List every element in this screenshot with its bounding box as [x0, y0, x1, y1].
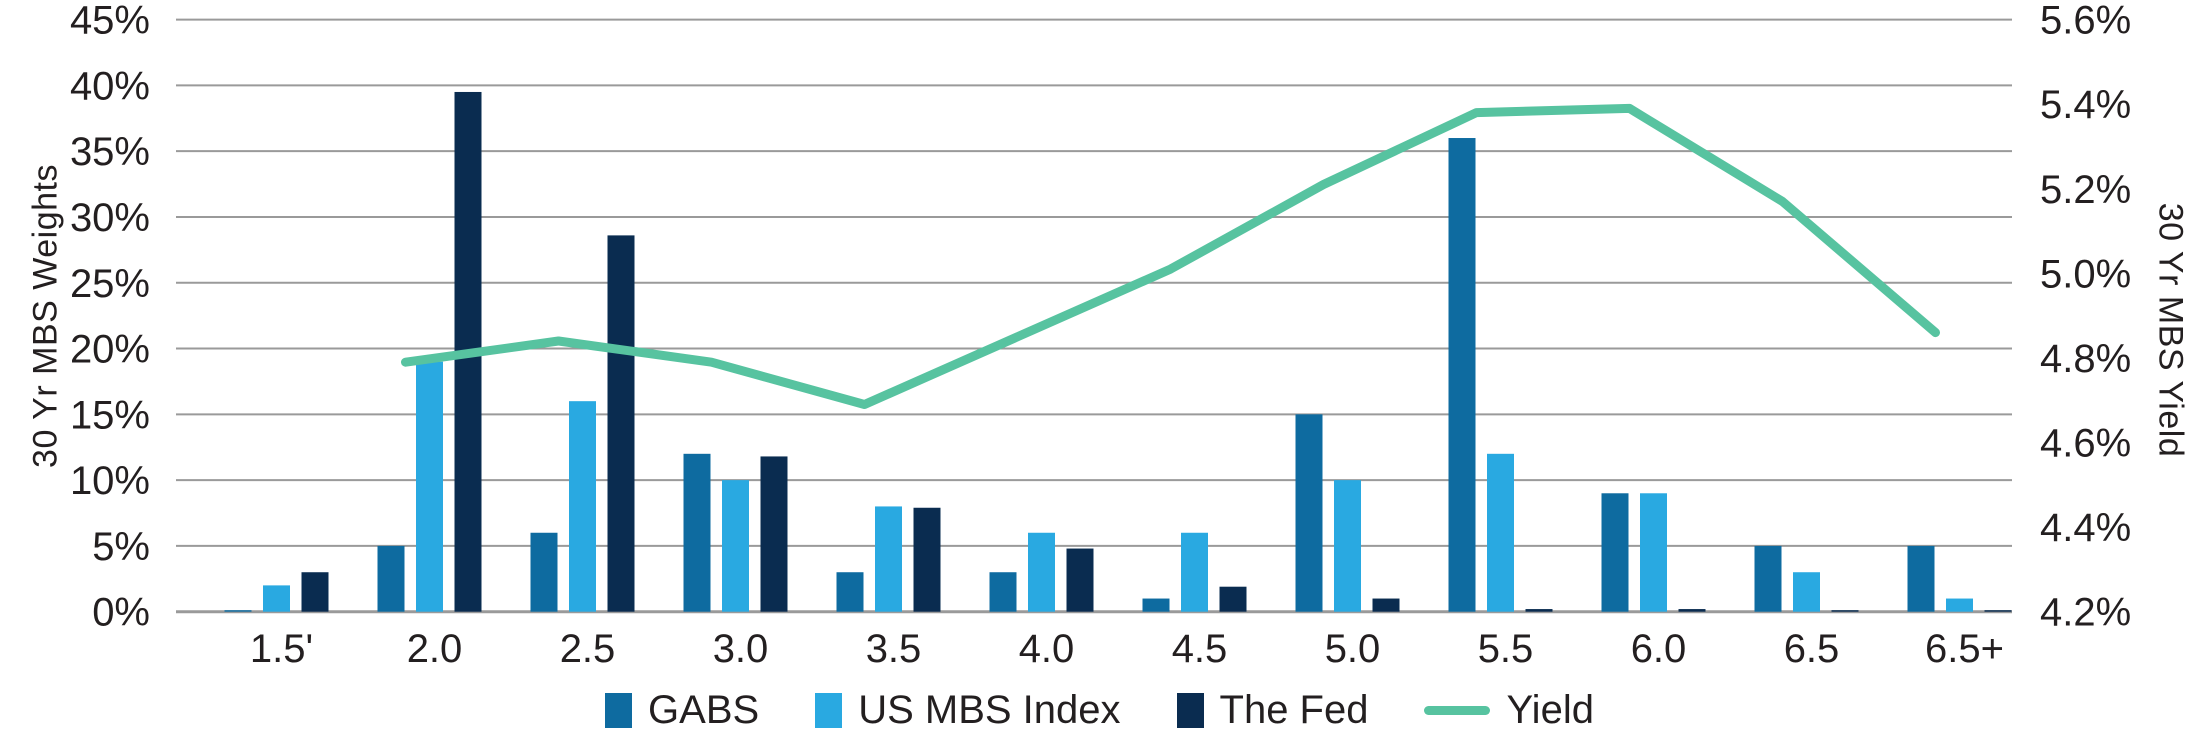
bar-gabs-4.0: [989, 572, 1017, 612]
bar-gabs-3.0: [683, 453, 711, 612]
left-axis-tick-label: 10%: [70, 459, 150, 503]
bar-gabs-6.5: [1754, 545, 1782, 612]
bar-us-mbs-index-5.5: [1487, 453, 1514, 612]
legend-item-the-fed: The Fed: [1176, 688, 1369, 733]
bar-the-fed-6.5: [1984, 610, 2012, 612]
left-axis-tick-label: 20%: [70, 328, 150, 372]
bar-gabs-2.0: [377, 545, 405, 612]
bar-us-mbs-index-5.0: [1334, 480, 1361, 612]
x-axis-category-label: 2.0: [407, 627, 463, 671]
x-axis-category-label: 3.0: [713, 627, 769, 671]
bar-us-mbs-index-6.0: [1640, 493, 1667, 612]
us-mbs-index-swatch-icon: [815, 693, 843, 728]
x-axis-category-label: 4.5: [1172, 627, 1228, 671]
x-axis-category-label: 6.0: [1631, 627, 1687, 671]
bar-the-fed-4.0: [1066, 548, 1094, 612]
bar-us-mbs-index-4.0: [1028, 532, 1055, 612]
x-axis-category-label: 1.5': [250, 627, 313, 671]
bar-the-fed-3.5: [913, 507, 941, 612]
the-fed-swatch-icon: [1176, 693, 1204, 728]
bar-gabs-5.0: [1295, 414, 1323, 612]
legend-item-us-mbs-index: US MBS Index: [815, 688, 1121, 733]
yield-line-swatch-icon: [1424, 706, 1491, 715]
bar-the-fed-3.0: [760, 456, 788, 612]
right-axis-tick-label: 4.6%: [2040, 422, 2131, 466]
right-axis-tick-label: 5.2%: [2040, 168, 2131, 212]
x-axis-category-label: 3.5: [866, 627, 922, 671]
bar-us-mbs-index-4.5: [1181, 532, 1208, 612]
bar-gabs-6.0: [1601, 493, 1629, 612]
right-axis-tick-label: 5.6%: [2040, 0, 2131, 43]
right-axis-tick-label: 4.4%: [2040, 506, 2131, 550]
left-axis-tick-label: 30%: [70, 196, 150, 240]
left-axis-tick-label: 5%: [92, 525, 150, 569]
bar-gabs-6.5: [1907, 545, 1935, 612]
bar-the-fed-6.0: [1678, 609, 1706, 612]
x-axis-category-label: 2.5: [560, 627, 616, 671]
x-axis-category-label: 6.5: [1784, 627, 1840, 671]
bar-us-mbs-index-2.5: [569, 401, 596, 612]
legend: GABS US MBS Index The Fed Yield: [0, 688, 2199, 733]
bar-us-mbs-index-6.5: [1946, 598, 1973, 612]
bar-the-fed-6.5: [1831, 610, 1859, 612]
right-axis-tick-label: 4.8%: [2040, 337, 2131, 381]
left-axis-tick-label: 40%: [70, 64, 150, 108]
bar-the-fed-5.5: [1525, 609, 1553, 612]
x-axis-category-label: 5.5: [1478, 627, 1534, 671]
bar-us-mbs-index-2.0: [416, 361, 443, 612]
left-axis-tick-label: 35%: [70, 130, 150, 174]
left-axis-tick-label: 45%: [70, 0, 150, 43]
legend-label: GABS: [648, 688, 760, 732]
right-axis-tick-label: 5.4%: [2040, 83, 2131, 127]
bar-gabs-5.5: [1448, 138, 1476, 612]
legend-label: US MBS Index: [858, 688, 1121, 732]
bar-the-fed-1.5: [301, 572, 329, 612]
gabs-swatch-icon: [605, 693, 633, 728]
bar-us-mbs-index-3.0: [722, 480, 749, 612]
yield-line: [401, 103, 1940, 409]
left-axis-tick-label: 15%: [70, 393, 150, 437]
legend-label: The Fed: [1219, 688, 1369, 732]
bar-us-mbs-index-3.5: [875, 506, 902, 612]
x-axis-category-label: 6.5+: [1925, 627, 2004, 671]
bar-the-fed-2.5: [607, 235, 635, 612]
x-axis-category-label: 5.0: [1325, 627, 1381, 671]
left-axis-tick-label: 25%: [70, 262, 150, 306]
bar-gabs-4.5: [1142, 598, 1170, 612]
bar-the-fed-5.0: [1372, 598, 1400, 612]
x-axis-category-label: 4.0: [1019, 627, 1075, 671]
legend-item-gabs: GABS: [605, 688, 759, 733]
bar-us-mbs-index-1.5: [263, 585, 290, 612]
left-axis-tick-label: 0%: [92, 591, 150, 635]
bar-the-fed-4.5: [1219, 586, 1247, 612]
bar-gabs-2.5: [530, 532, 558, 612]
legend-label: Yield: [1506, 688, 1594, 732]
bar-gabs-1.5: [224, 610, 252, 612]
bar-us-mbs-index-6.5: [1793, 572, 1820, 612]
bar-gabs-3.5: [836, 572, 864, 612]
right-axis-tick-label: 5.0%: [2040, 252, 2131, 296]
right-axis-tick-label: 4.2%: [2040, 591, 2131, 635]
legend-item-yield: Yield: [1424, 688, 1594, 733]
